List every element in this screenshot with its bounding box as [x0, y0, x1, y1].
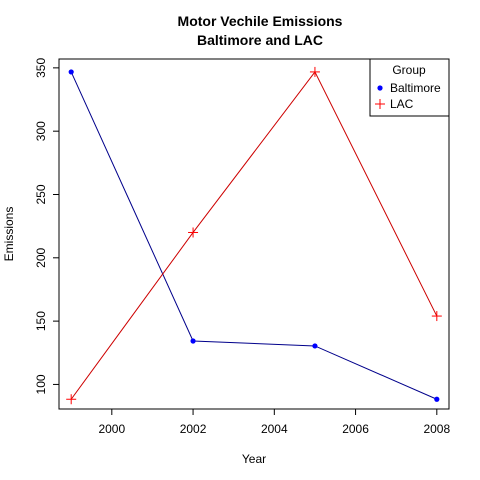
y-tick-label: 200 [34, 247, 48, 267]
x-tick-label: 2004 [261, 422, 288, 436]
data-point-lac [66, 394, 77, 405]
data-point-lac [431, 311, 442, 322]
data-point-lac [188, 227, 199, 238]
x-tick-label: 2000 [98, 422, 125, 436]
y-tick-label: 250 [34, 184, 48, 204]
data-point-baltimore [312, 343, 318, 349]
series-line-lac [70, 70, 438, 400]
data-point-baltimore [68, 69, 74, 75]
series-line-baltimore [70, 71, 438, 400]
y-tick-label: 150 [34, 311, 48, 331]
legend-label-baltimore: Baltimore [390, 81, 441, 95]
x-tick-label: 2008 [423, 422, 450, 436]
legend-title: Group [392, 63, 426, 77]
y-tick-label: 350 [34, 58, 48, 78]
x-tick-label: 2006 [342, 422, 369, 436]
y-tick-label: 300 [34, 121, 48, 141]
data-point-baltimore [434, 396, 440, 402]
legend-marker-baltimore [377, 85, 383, 91]
axes: 2000 2002 2004 2006 2008 100 150 200 250 300 350 [34, 58, 450, 436]
y-tick-label: 100 [34, 374, 48, 394]
series-layer [66, 66, 442, 405]
y-axis-label: Emissions [2, 207, 16, 262]
plot-area-frame [58, 58, 450, 410]
legend-marker-lac [375, 99, 385, 109]
chart-subtitle: Baltimore and LAC [197, 32, 323, 48]
data-point-lac [309, 66, 320, 77]
x-axis-label: Year [242, 452, 266, 466]
data-point-baltimore [190, 338, 196, 344]
legend-label-lac: LAC [390, 97, 414, 111]
legend-box [369, 58, 450, 117]
legend: Group Baltimore LAC [369, 58, 450, 117]
chart-title: Motor Vechile Emissions [178, 13, 343, 29]
x-tick-label: 2002 [180, 422, 207, 436]
